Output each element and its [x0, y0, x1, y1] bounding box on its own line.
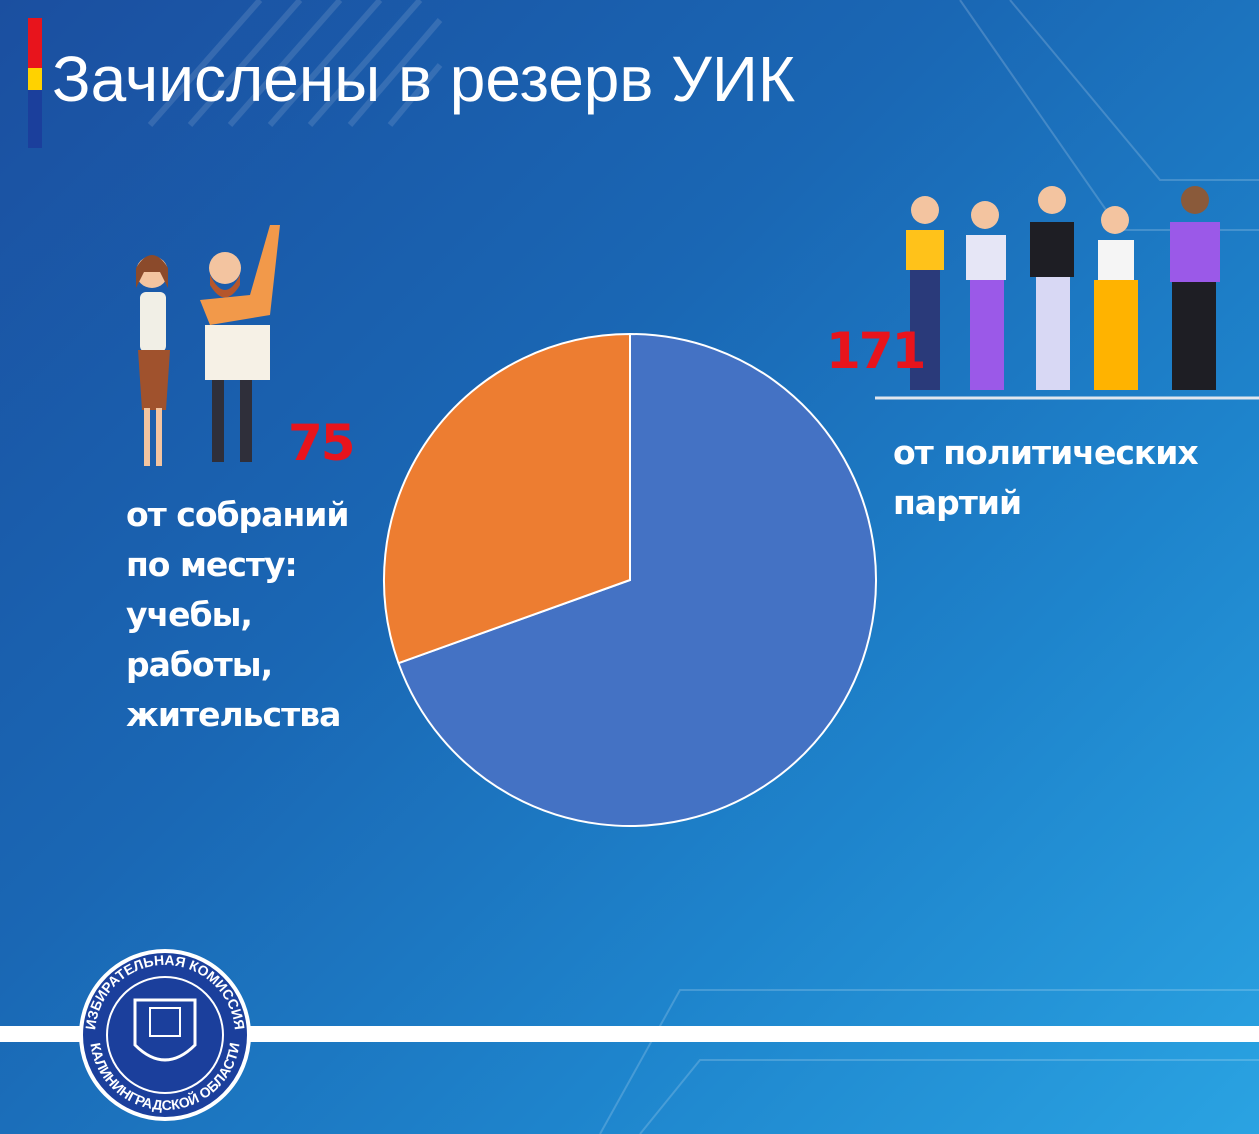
data-label: 75 [288, 414, 356, 472]
category-label: от политических партий [893, 433, 1199, 522]
category-label: от собраний по месту: учебы, работы, жит… [126, 495, 349, 734]
pie-slice [383, 332, 631, 665]
chart-title: Зачислены в резерв УИК [52, 43, 796, 115]
pie-slice [397, 332, 877, 827]
data-label: 171 [826, 322, 926, 380]
